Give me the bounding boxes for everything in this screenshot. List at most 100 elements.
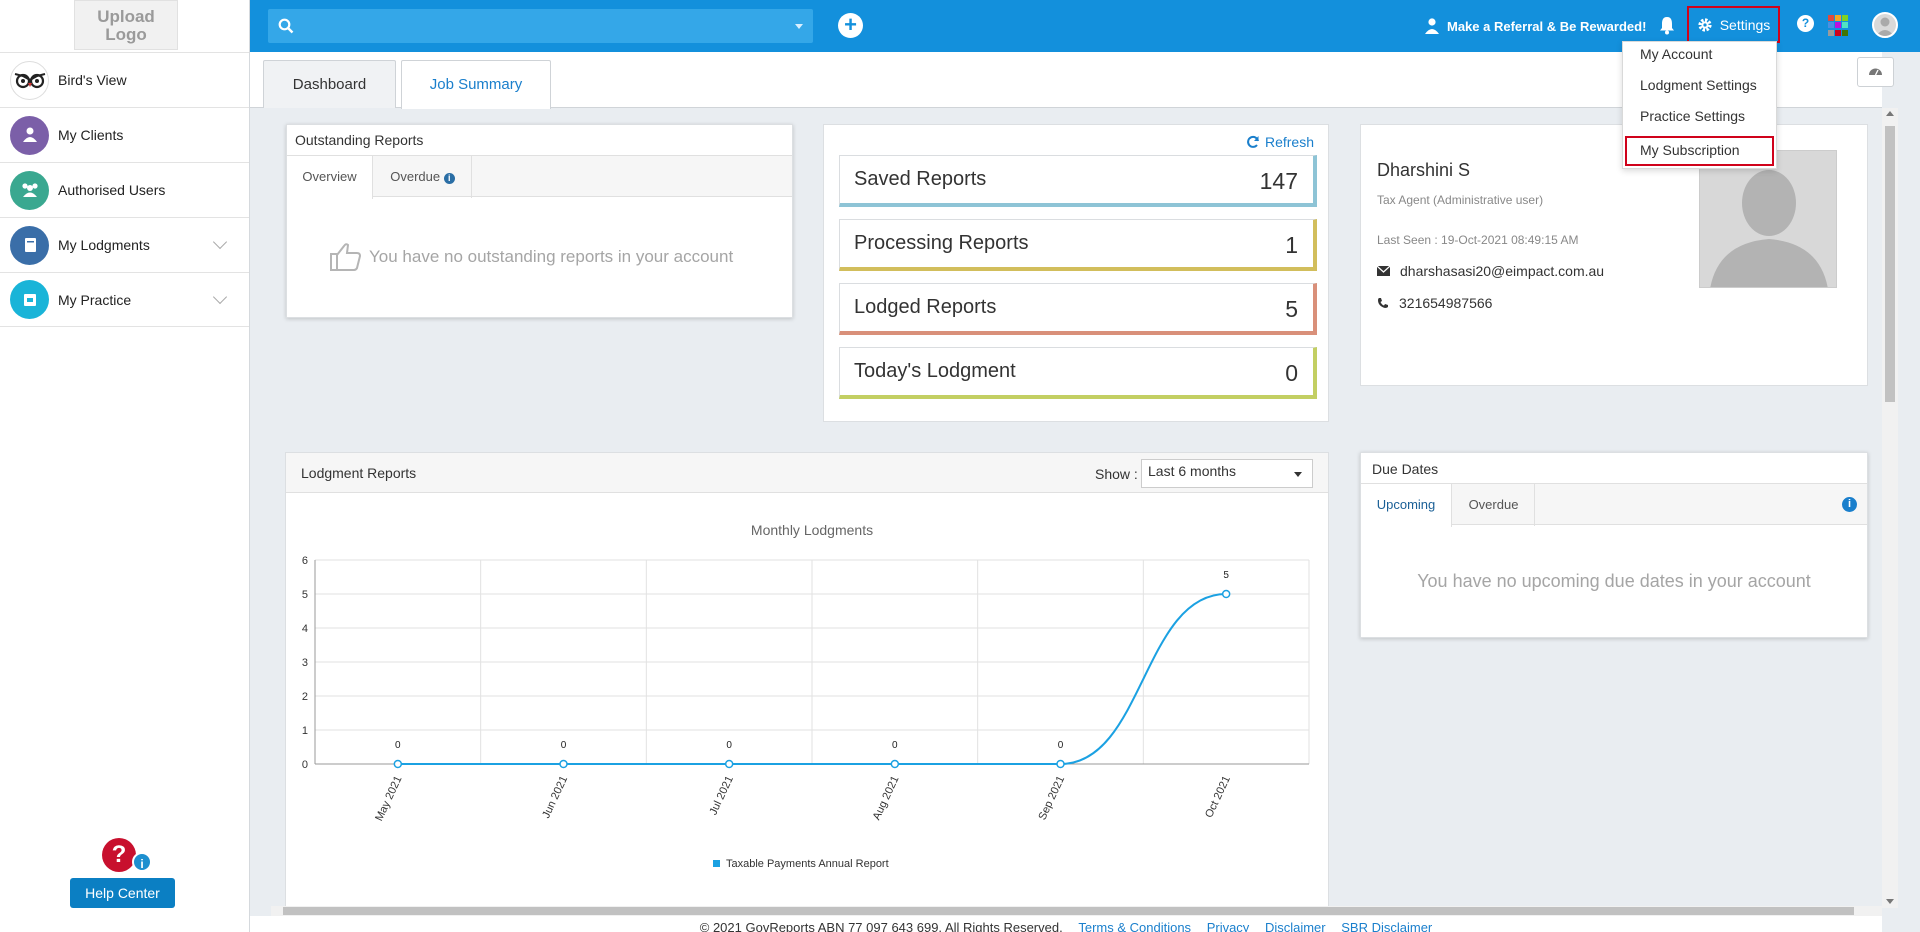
sidebar-item-authorised-users[interactable]: Authorised Users	[0, 162, 249, 217]
upload-logo[interactable]: Upload Logo	[74, 0, 178, 50]
sidebar-item-my-clients[interactable]: My Clients	[0, 107, 249, 162]
lodgment-reports-header: Lodgment Reports Show : Last 6 months	[286, 453, 1328, 493]
tabs-row: Dashboard Job Summary	[250, 52, 1894, 109]
add-button[interactable]: +	[838, 13, 863, 38]
legend-label: Taxable Payments Annual Report	[726, 858, 889, 870]
scrollbar-thumb[interactable]	[283, 907, 1854, 915]
sidebar-item-my-lodgments[interactable]: My Lodgments	[0, 217, 249, 272]
data-label: 0	[726, 740, 732, 751]
x-tick-label: Jul 2021	[707, 774, 735, 817]
help-center-button[interactable]: Help Center	[70, 878, 175, 908]
x-tick-label: May 2021	[373, 774, 404, 823]
footer-link-terms[interactable]: Terms & Conditions	[1078, 920, 1192, 932]
footer: © 2021 GovReports ABN 77 097 643 699. Al…	[250, 916, 1882, 932]
sidebar: Upload Logo Bird's View My Clients Autho…	[0, 0, 250, 932]
help-icon[interactable]: ?	[1797, 15, 1814, 32]
book-icon	[10, 225, 49, 265]
avatar[interactable]	[1872, 12, 1898, 38]
menu-item-practice-settings[interactable]: Practice Settings	[1640, 108, 1746, 124]
info-icon: i	[132, 852, 152, 872]
caret-down-icon	[1294, 472, 1302, 477]
data-point	[1056, 759, 1065, 769]
menu-item-my-account[interactable]: My Account	[1640, 46, 1713, 62]
horizontal-scrollbar[interactable]	[271, 906, 1882, 916]
count-card-saved-reports[interactable]: Saved Reports 147	[839, 155, 1317, 207]
sidebar-item-birds-view[interactable]: Bird's View	[0, 52, 249, 107]
menu-item-my-subscription[interactable]: My Subscription	[1625, 136, 1774, 166]
info-icon[interactable]: i	[1842, 497, 1857, 512]
y-tick-label: 2	[302, 691, 308, 703]
tab-dashboard[interactable]: Dashboard	[263, 60, 396, 108]
tab-overdue[interactable]: Overdue	[1453, 484, 1535, 526]
y-tick-label: 0	[302, 759, 308, 771]
count-card-lodged-reports[interactable]: Lodged Reports 5	[839, 283, 1317, 335]
due-empty-message: You have no upcoming due dates in your a…	[1417, 571, 1811, 591]
footer-link-privacy[interactable]: Privacy	[1206, 920, 1250, 932]
data-label: 0	[561, 740, 567, 751]
legend-swatch	[713, 860, 720, 867]
data-point	[1221, 589, 1231, 599]
scrollbar-thumb[interactable]	[1885, 126, 1895, 402]
profile-phone: 321654987566	[1377, 295, 1492, 311]
period-select-value: Last 6 months	[1148, 463, 1236, 479]
bell-icon[interactable]	[1658, 15, 1676, 35]
profile-photo	[1699, 150, 1837, 288]
tab-overview[interactable]: Overview	[287, 156, 373, 199]
profile-phone-text: 321654987566	[1399, 295, 1493, 311]
profile-email: dharshasasi20@eimpact.com.au	[1377, 263, 1604, 279]
scroll-up-arrow[interactable]	[1886, 111, 1894, 116]
users-icon	[10, 170, 49, 210]
dashboard-gauge-button[interactable]	[1857, 57, 1894, 87]
count-value: 1	[1285, 232, 1298, 258]
user-icon	[1425, 18, 1439, 34]
user-icon	[10, 115, 49, 155]
chevron-down-icon[interactable]	[212, 234, 228, 250]
tab-job-summary[interactable]: Job Summary	[401, 60, 551, 109]
y-tick-label: 4	[302, 623, 308, 635]
settings-dropdown: My Account Lodgment Settings Practice Se…	[1622, 41, 1777, 169]
apps-grid-icon[interactable]	[1828, 15, 1849, 36]
footer-link-disclaimer[interactable]: Disclaimer	[1264, 920, 1326, 932]
data-label: 5	[1223, 570, 1229, 581]
count-value: 5	[1285, 296, 1298, 322]
tab-overdue[interactable]: Overdue i	[374, 156, 472, 198]
footer-link-sbr-disclaimer[interactable]: SBR Disclaimer	[1341, 920, 1433, 932]
x-tick-label: Aug 2021	[871, 774, 902, 822]
x-tick-label: Jun 2021	[540, 774, 570, 820]
outstanding-tabs: Overview Overdue i	[287, 155, 792, 199]
top-bar: + Make a Referral & Be Rewarded! Setting…	[250, 0, 1920, 52]
count-value: 147	[1259, 168, 1298, 194]
scroll-down-arrow[interactable]	[1886, 899, 1894, 904]
caret-down-icon[interactable]	[795, 24, 803, 29]
period-select[interactable]: Last 6 months	[1141, 459, 1313, 488]
panel-title: Outstanding Reports	[295, 132, 424, 148]
lodgment-reports-panel: Lodgment Reports Show : Last 6 months Mo…	[285, 452, 1329, 912]
vertical-scrollbar[interactable]	[1882, 108, 1898, 908]
due-dates-tabs: Upcoming Overdue i	[1361, 483, 1867, 527]
envelope-icon	[1377, 266, 1390, 276]
chevron-down-icon[interactable]	[212, 289, 228, 304]
count-card-todays-lodgment[interactable]: Today's Lodgment 0	[839, 347, 1317, 399]
menu-item-lodgment-settings[interactable]: Lodgment Settings	[1640, 77, 1757, 93]
outstanding-empty-message: You have no outstanding reports in your …	[329, 242, 733, 272]
count-value: 0	[1285, 360, 1298, 386]
series-line	[397, 593, 1227, 765]
refresh-button[interactable]: Refresh	[1246, 134, 1314, 150]
tab-upcoming[interactable]: Upcoming	[1361, 484, 1452, 527]
data-label: 0	[395, 740, 401, 751]
search-input[interactable]	[302, 13, 772, 39]
profile-last-seen: Last Seen : 19-Oct-2021 08:49:15 AM	[1377, 233, 1579, 247]
sidebar-item-my-practice[interactable]: My Practice	[0, 272, 249, 327]
settings-button[interactable]: Settings	[1687, 6, 1780, 43]
sidebar-item-label: Bird's View	[58, 72, 127, 88]
count-label: Lodged Reports	[854, 296, 997, 318]
gauge-icon	[1869, 68, 1882, 76]
x-tick-label: Sep 2021	[1036, 774, 1067, 822]
data-point	[890, 759, 900, 769]
footer-copyright: © 2021 GovReports ABN 77 097 643 699. Al…	[699, 920, 1063, 932]
count-card-processing-reports[interactable]: Processing Reports 1	[839, 219, 1317, 271]
profile-name: Dharshini S	[1377, 160, 1471, 180]
show-label: Show :	[1095, 466, 1138, 482]
referral-link[interactable]: Make a Referral & Be Rewarded!	[1425, 0, 1646, 52]
referral-label: Make a Referral & Be Rewarded!	[1447, 18, 1647, 34]
